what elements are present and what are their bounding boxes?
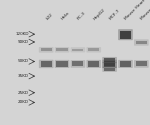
Text: 20KD: 20KD [18,100,29,104]
Text: 50KD: 50KD [18,60,29,64]
Bar [120,61,131,67]
Bar [104,61,115,67]
Bar [136,41,147,44]
Text: Hela: Hela [61,11,71,21]
Text: PC-3: PC-3 [77,11,87,21]
FancyBboxPatch shape [70,60,85,68]
Bar [57,48,68,51]
FancyBboxPatch shape [118,60,133,68]
FancyBboxPatch shape [39,47,54,53]
FancyBboxPatch shape [134,60,149,68]
FancyBboxPatch shape [102,60,117,68]
Text: Mouse Heart: Mouse Heart [124,0,147,21]
Bar [88,48,99,51]
Bar [136,62,147,66]
Bar [88,61,99,67]
Bar [104,64,115,66]
FancyBboxPatch shape [134,39,149,46]
Text: 120KD: 120KD [15,32,29,36]
FancyBboxPatch shape [102,67,117,72]
FancyBboxPatch shape [102,57,117,63]
Text: MCF-7: MCF-7 [108,8,121,21]
Bar [41,48,52,51]
FancyBboxPatch shape [102,62,117,68]
FancyBboxPatch shape [55,60,69,68]
FancyBboxPatch shape [39,60,54,68]
Bar [104,58,115,62]
Text: Mouse Brain: Mouse Brain [140,0,150,21]
FancyBboxPatch shape [86,47,101,52]
Bar [104,68,115,70]
Text: L02: L02 [45,12,53,21]
Bar [41,61,52,67]
Text: 35KD: 35KD [18,74,29,78]
Text: HepG2: HepG2 [93,7,106,21]
Bar [72,62,83,66]
Bar [57,61,68,67]
Text: 25KD: 25KD [18,91,29,95]
FancyBboxPatch shape [118,29,133,40]
FancyBboxPatch shape [55,47,69,52]
Bar [120,30,131,39]
Text: 90KD: 90KD [18,40,29,44]
FancyBboxPatch shape [86,60,101,68]
Bar [72,49,83,51]
FancyBboxPatch shape [70,47,85,52]
